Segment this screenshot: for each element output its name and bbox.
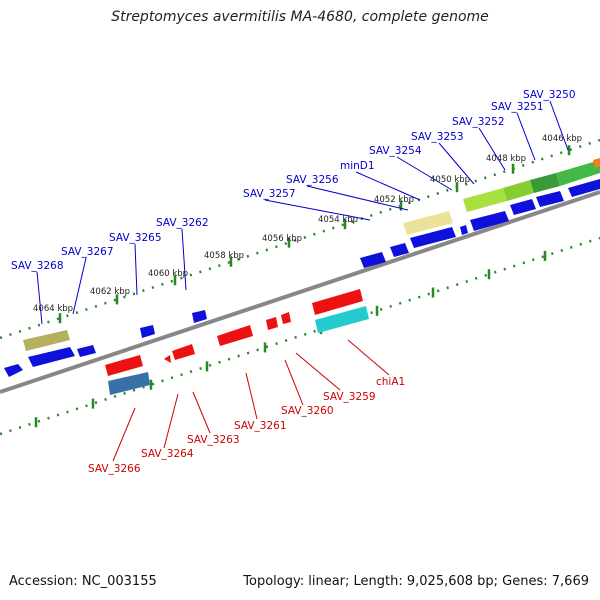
gene-block-sav3265[interactable] <box>77 345 96 357</box>
gene-block-chia1[interactable] <box>315 306 369 333</box>
callout-line <box>355 171 421 201</box>
gene-label-sav3261[interactable]: SAV_3261 <box>234 420 287 432</box>
ruler-label: 4064 kbp <box>33 304 73 314</box>
callout-line <box>163 393 179 449</box>
callout-line <box>295 352 341 391</box>
gene-label-sav3267[interactable]: SAV_3267 <box>61 246 114 258</box>
callout-line <box>134 243 138 296</box>
ruler-label: 4054 kbp <box>318 215 358 225</box>
forward-label-callouts <box>36 100 569 325</box>
callout-line <box>549 100 569 151</box>
gene-block-sav3267[interactable] <box>28 347 75 367</box>
callout-line <box>306 185 409 211</box>
forward-strand-features <box>4 158 600 377</box>
gene-block-sav3263[interactable] <box>172 344 195 360</box>
gene-block-sav3266-red[interactable] <box>105 355 143 376</box>
callout-line <box>438 142 475 185</box>
gene-label-sav3263[interactable]: SAV_3263 <box>187 434 240 446</box>
ruler-label: 4050 kbp <box>430 175 470 185</box>
gene-block-sav3251[interactable] <box>536 191 564 207</box>
reverse-label-callouts <box>112 339 390 462</box>
gene-block-sav3268[interactable] <box>4 364 23 377</box>
callout-line <box>181 228 187 291</box>
forward-major-ticks <box>58 145 571 324</box>
callout-line <box>516 112 536 161</box>
gene-block-sav3252[interactable] <box>510 199 536 215</box>
callout-line <box>347 339 390 376</box>
gene-block-mind1[interactable] <box>410 227 456 248</box>
gene-label-chia1[interactable]: chiA1 <box>376 376 405 388</box>
gene-label-sav3251[interactable]: SAV_3251 <box>491 101 544 113</box>
gene-label-sav3254[interactable]: SAV_3254 <box>369 145 422 157</box>
kbp-ruler-labels: 4046 kbp 4048 kbp 4050 kbp 4052 kbp 4054… <box>33 134 582 314</box>
callout-line <box>36 271 43 325</box>
gene-label-sav3256[interactable]: SAV_3256 <box>286 174 339 186</box>
ruler-label: 4052 kbp <box>374 195 414 205</box>
ruler-label: 4058 kbp <box>204 251 244 261</box>
forward-gene-labels: SAV_3250 SAV_3251 SAV_3252 SAV_3253 SAV_… <box>11 89 576 272</box>
gene-block-sav3256[interactable] <box>390 243 409 257</box>
ruler-label: 4056 kbp <box>262 234 302 244</box>
callout-line <box>478 127 506 171</box>
gene-block-mind1-yellow[interactable] <box>403 211 453 235</box>
accession-text: Accession: NC_003155 <box>9 574 157 589</box>
gene-block-sav3260-a[interactable] <box>266 317 278 330</box>
genome-axis <box>0 190 600 394</box>
gene-block-orange[interactable] <box>593 158 600 168</box>
reverse-gene-labels: chiA1 SAV_3259 SAV_3260 SAV_3261 SAV_326… <box>88 376 405 475</box>
genome-title: Streptomyces avermitilis MA-4680, comple… <box>111 9 489 25</box>
gene-block-green-end[interactable] <box>556 160 600 186</box>
gene-label-sav3250[interactable]: SAV_3250 <box>523 89 576 101</box>
gene-block-sav3254[interactable] <box>460 225 468 235</box>
gene-block-green-dark[interactable] <box>530 173 560 193</box>
callout-line <box>396 156 453 191</box>
gene-block-sav3259[interactable] <box>312 289 363 315</box>
gene-label-sav3266[interactable]: SAV_3266 <box>88 463 141 475</box>
gene-label-sav3268[interactable]: SAV_3268 <box>11 260 64 272</box>
callout-line <box>245 372 258 420</box>
callout-line <box>72 257 87 315</box>
gene-block-sav3262-b[interactable] <box>192 310 207 323</box>
gene-label-sav3262[interactable]: SAV_3262 <box>156 217 209 229</box>
gene-block-sav3260-b[interactable] <box>281 312 291 324</box>
gene-label-sav3265[interactable]: SAV_3265 <box>109 232 162 244</box>
reverse-major-ticks <box>34 250 547 428</box>
ruler-label: 4060 kbp <box>148 269 188 279</box>
gene-block-sav3261[interactable] <box>217 325 253 346</box>
gene-label-sav3252[interactable]: SAV_3252 <box>452 116 505 128</box>
ruler-label: 4062 kbp <box>90 287 130 297</box>
callout-line <box>112 407 136 462</box>
gene-block-sav3262-a[interactable] <box>140 325 155 338</box>
gene-block-green-light[interactable] <box>463 188 507 212</box>
gene-block-sav3264[interactable] <box>164 355 171 363</box>
gene-block-sav3253[interactable] <box>470 211 509 231</box>
gene-label-sav3257[interactable]: SAV_3257 <box>243 188 296 200</box>
gene-block-green-mid[interactable] <box>503 180 534 201</box>
gene-block-sav3266[interactable] <box>108 372 150 395</box>
reverse-strand-features <box>105 289 369 395</box>
callout-line <box>264 199 371 221</box>
gene-label-sav3260[interactable]: SAV_3260 <box>281 405 334 417</box>
gene-block-sav3257[interactable] <box>360 252 386 268</box>
genome-summary-text: Topology: linear; Length: 9,025,608 bp; … <box>243 574 589 589</box>
gene-block-sav3250[interactable] <box>568 179 600 197</box>
ruler-label: 4046 kbp <box>542 134 582 144</box>
gene-label-sav3264[interactable]: SAV_3264 <box>141 448 194 460</box>
callout-line <box>284 359 304 406</box>
gene-label-sav3259[interactable]: SAV_3259 <box>323 391 376 403</box>
gene-block-sav3268-olive[interactable] <box>23 330 70 351</box>
callout-line <box>192 391 211 434</box>
ruler-label: 4048 kbp <box>486 154 526 164</box>
gene-label-sav3253[interactable]: SAV_3253 <box>411 131 464 143</box>
gene-label-mind1[interactable]: minD1 <box>340 160 375 172</box>
